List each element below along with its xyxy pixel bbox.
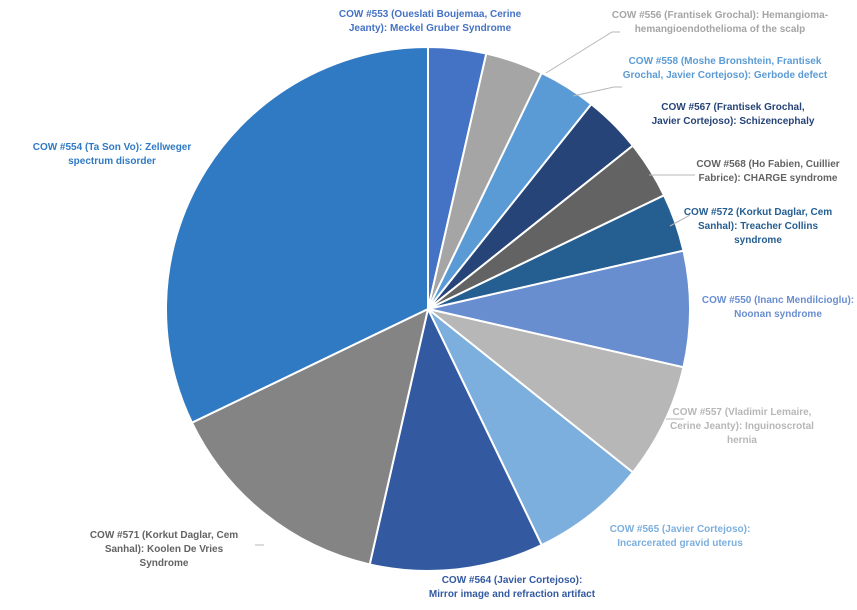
slice-label: COW #567 (Frantisek Grochal, Javier Corte…: [652, 102, 815, 127]
pie-slice: [427, 249, 691, 369]
slice-label-line: Fabrice): CHARGE syndrome: [699, 173, 838, 184]
slice-label-line: COW #554 (Ta Son Vo): Zellweger: [33, 142, 192, 153]
pie-slice: [190, 307, 430, 566]
slice-label-line: Cerine Jeanty): Inguinoscrotal: [670, 421, 814, 432]
pie-slice: [368, 305, 544, 572]
slice-label-line: COW #568 (Ho Fabien, Cuillier: [696, 159, 839, 170]
slice-label: COW #564 (Javier Cortejoso): Mirror image…: [429, 575, 596, 600]
slice-label-line: COW #557 (Vladimir Lemaire,: [673, 407, 812, 418]
leader-line: [572, 86, 622, 97]
slice-label-line: hemangioendothelioma of the scalp: [635, 24, 806, 35]
slice-label-line: COW #556 (Frantisek Grochal): Hemangioma…: [612, 10, 828, 21]
leader-line: [545, 31, 620, 74]
slice-label-line: hernia: [727, 435, 757, 446]
slice-label-line: spectrum disorder: [68, 156, 156, 167]
slice-label: COW #557 (Vladimir Lemaire, Cerine Jeanty…: [670, 407, 814, 446]
slice-label: COW #565 (Javier Cortejoso): Incarcerated…: [610, 524, 751, 549]
slice-label-line: Jeanty): Meckel Gruber Syndrome: [349, 23, 512, 34]
slice-label: COW #571 (Korkut Daglar, Cem Sanhal): Koo…: [90, 530, 238, 569]
leader-line: [669, 214, 691, 227]
pie-slice: [427, 308, 685, 474]
slice-label-line: syndrome: [734, 235, 782, 246]
slice-label-line: COW #572 (Korkut Daglar, Cem: [684, 207, 832, 218]
slice-label: COW #556 (Frantisek Grochal): Hemangioma…: [612, 10, 828, 35]
slice-label-line: Sanhal): Koolen De Vries: [105, 544, 224, 555]
slice-label-line: COW #564 (Javier Cortejoso):: [442, 575, 583, 586]
slice-labels: COW #553 (Oueslati Boujemaa, Cerine Jeant…: [33, 9, 854, 600]
slice-label-line: Sanhal): Treacher Collins: [698, 221, 818, 232]
slice-label: COW #568 (Ho Fabien, Cuillier Fabrice): C…: [696, 159, 839, 184]
leader-lines: [255, 31, 695, 546]
slice-label: COW #572 (Korkut Daglar, Cem Sanhal): Tre…: [684, 207, 832, 246]
slice-label-line: Incarcerated gravid uterus: [617, 538, 743, 549]
slice-label-line: COW #553 (Oueslati Boujemaa, Cerine: [339, 9, 522, 20]
slice-label-line: COW #558 (Moshe Bronshtein, Frantisek: [629, 56, 822, 67]
slice-label-line: Noonan syndrome: [734, 309, 822, 320]
slice-label-line: Syndrome: [140, 558, 189, 569]
slice-label-line: Mirror image and refraction artifact: [429, 589, 596, 600]
slice-label-line: COW #567 (Frantisek Grochal,: [661, 102, 805, 113]
slice-label: COW #550 (Inanc Mendilcioglu): Noonan syn…: [702, 295, 854, 320]
slice-label-line: COW #571 (Korkut Daglar, Cem: [90, 530, 238, 541]
slice-label-line: Grochal, Javier Cortejoso): Gerbode defe…: [623, 70, 828, 81]
slice-label: COW #558 (Moshe Bronshtein, Frantisek Gro…: [623, 56, 828, 81]
pie-slice: [427, 308, 635, 547]
slice-label-line: Javier Cortejoso): Schizencephaly: [652, 116, 815, 127]
slice-label-line: COW #550 (Inanc Mendilcioglu):: [702, 295, 854, 306]
slice-label: COW #553 (Oueslati Boujemaa, Cerine Jeant…: [339, 9, 522, 34]
slice-label-line: COW #565 (Javier Cortejoso):: [610, 524, 751, 535]
slice-label: COW #554 (Ta Son Vo): Zellweger spectrum …: [33, 142, 192, 167]
pie-slices: [165, 45, 691, 572]
pie-slice: [165, 45, 429, 425]
